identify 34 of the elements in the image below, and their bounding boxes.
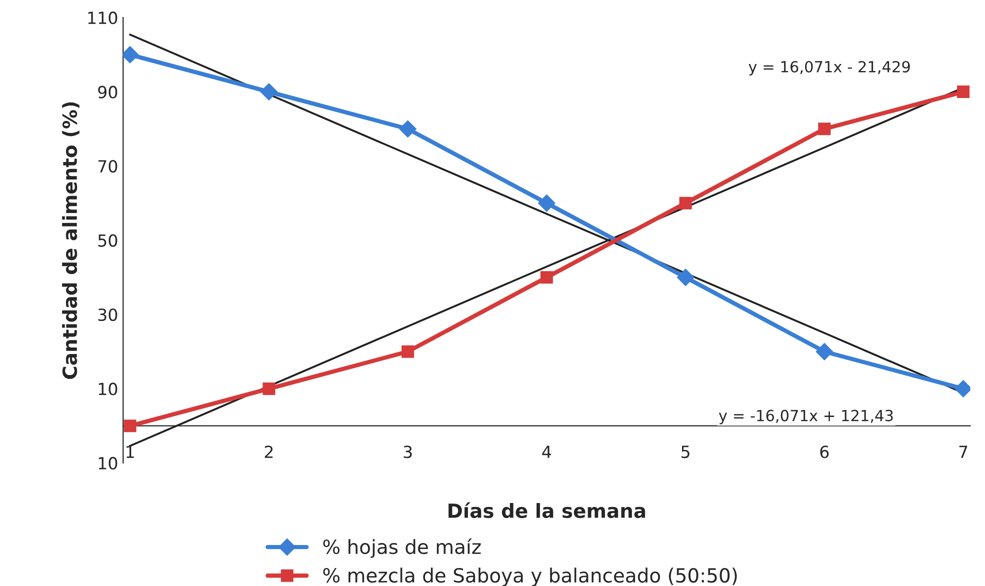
point (679, 196, 692, 210)
point (124, 420, 136, 432)
point (538, 194, 556, 212)
y-tick-label: 90 (98, 86, 118, 98)
point (123, 46, 139, 64)
point (818, 122, 831, 136)
x-axis-title: Días de la semana (448, 502, 646, 518)
x-tick-label: 4 (542, 446, 552, 458)
x-tick-label: 1 (126, 446, 134, 458)
y-tick-label: 30 (98, 308, 118, 322)
point (399, 120, 416, 138)
point (260, 83, 278, 100)
point (954, 380, 970, 398)
y-tick-label: 110 (88, 12, 118, 24)
x-tick-label: 5 (682, 446, 690, 458)
point (262, 382, 276, 395)
y-tick-label: 70 (98, 160, 118, 173)
annotation: y = 16,071x - 21,429 (748, 60, 910, 76)
annotation: y = -16,071x + 121,43 (718, 410, 893, 424)
x-tick-label: 6 (820, 446, 829, 458)
point (676, 268, 694, 286)
point (540, 271, 553, 284)
y-tick-label: 10 (98, 456, 118, 470)
legend-label: % hojas de maíz (323, 538, 481, 558)
point (816, 343, 833, 360)
point (957, 86, 970, 98)
x-tick-label: 7 (959, 446, 968, 458)
point (402, 345, 414, 358)
x-tick-label: 3 (404, 446, 412, 458)
y-axis-title: Cantidad de alimento (%) (62, 102, 80, 379)
y-tick-label: 10 (98, 382, 118, 396)
legend-label: % mezcla de Saboya y balanceado (50:50) (323, 568, 737, 586)
y-tick-label: 50 (98, 234, 118, 247)
x-tick-label: 2 (264, 446, 273, 458)
